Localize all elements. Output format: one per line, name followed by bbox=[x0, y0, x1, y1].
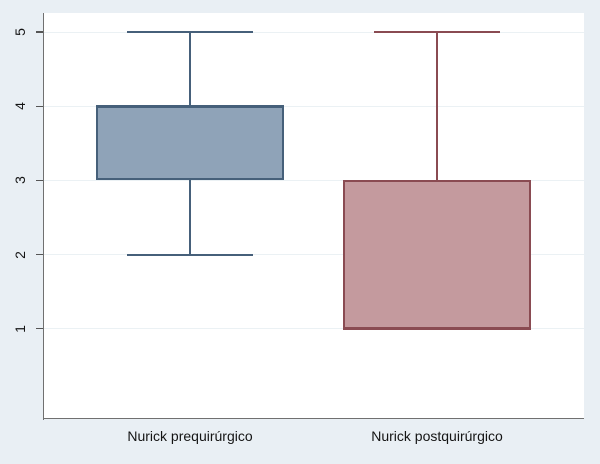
upper-whisker-cap bbox=[374, 31, 500, 34]
box-iqr bbox=[343, 180, 531, 329]
y-axis-tick-label: 4 bbox=[12, 102, 28, 111]
lower-whisker-cap bbox=[127, 253, 253, 256]
box-iqr bbox=[96, 106, 284, 181]
median-line bbox=[96, 105, 284, 108]
y-axis-line bbox=[42, 13, 44, 420]
y-gridline bbox=[44, 31, 584, 33]
y-gridline bbox=[44, 328, 584, 330]
upper-whisker-cap bbox=[127, 31, 253, 34]
median-line bbox=[343, 327, 531, 330]
y-axis-tick bbox=[36, 179, 43, 182]
y-gridline bbox=[44, 254, 584, 256]
y-axis-tick-label: 1 bbox=[12, 324, 28, 333]
y-axis-tick-label: 2 bbox=[12, 250, 28, 259]
y-axis-tick-label: 3 bbox=[12, 176, 28, 185]
y-axis-tick bbox=[36, 327, 43, 330]
y-axis-tick bbox=[36, 31, 43, 33]
y-gridline bbox=[44, 179, 584, 181]
y-gridline bbox=[44, 105, 584, 107]
y-axis-tick bbox=[36, 253, 43, 256]
x-axis-category-label: Nurick prequirúrgico bbox=[127, 428, 253, 444]
x-axis-line bbox=[42, 417, 584, 419]
y-axis-tick bbox=[36, 105, 43, 107]
x-axis-category-label: Nurick postquirúrgico bbox=[371, 428, 503, 444]
upper-whisker-stem bbox=[436, 32, 438, 181]
y-axis-tick-label: 5 bbox=[12, 28, 28, 36]
upper-whisker-stem bbox=[189, 32, 191, 107]
lower-whisker-stem bbox=[189, 180, 191, 255]
